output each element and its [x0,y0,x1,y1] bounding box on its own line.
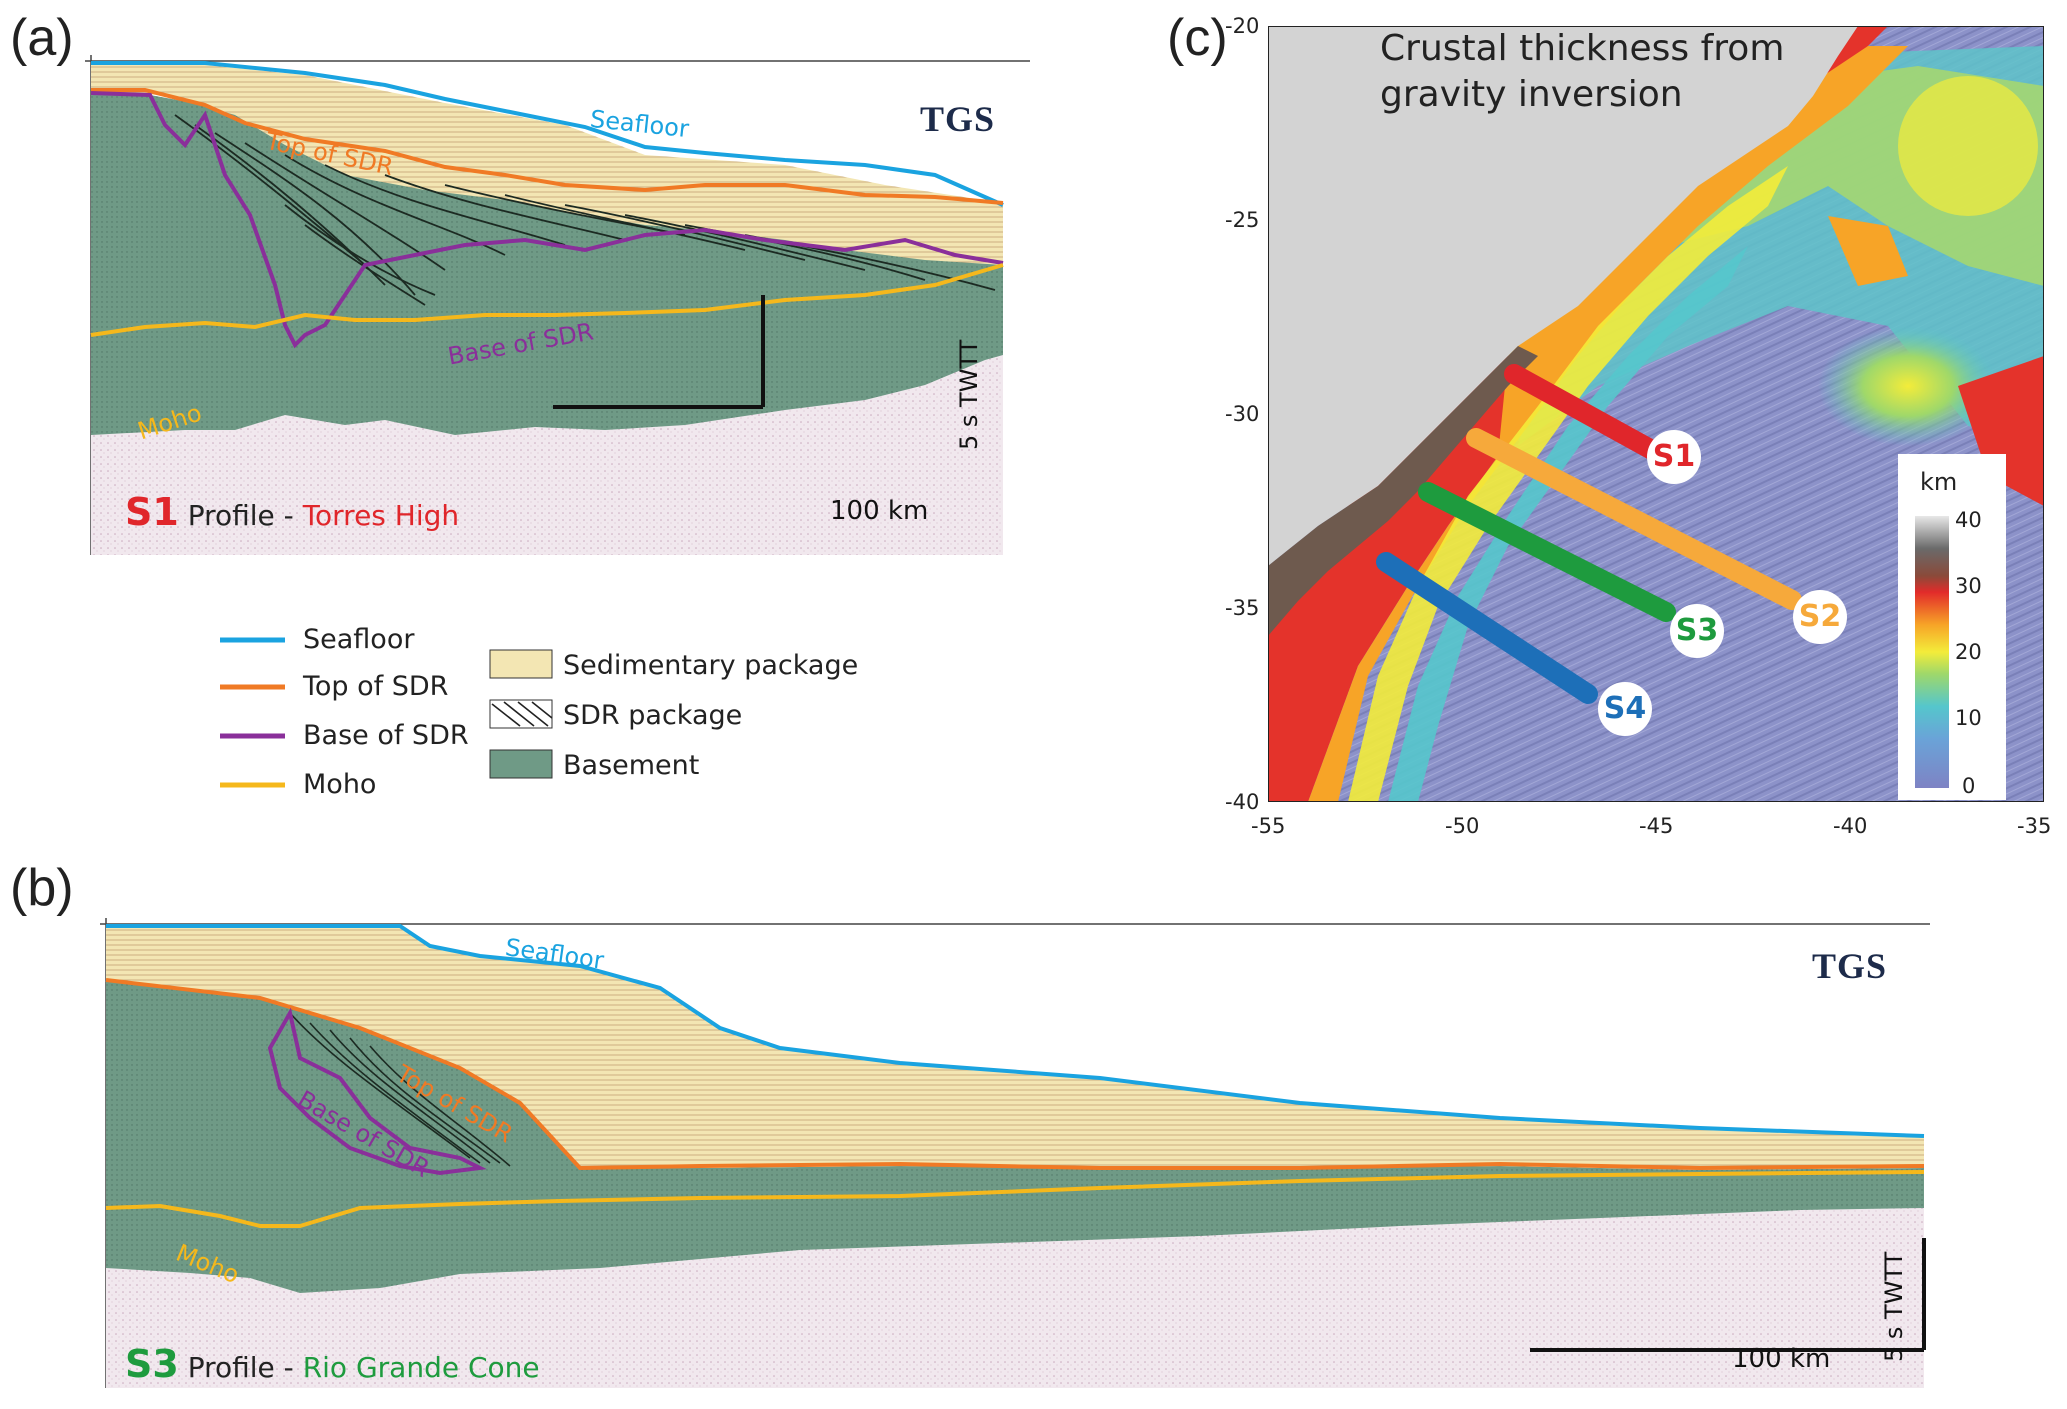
colorbar-tick-30: 30 [1955,574,1982,598]
crustal-thickness-map [1268,26,2044,802]
scale-v-a: 5 s TWTT [955,339,983,450]
y-tick-5: -40 [1225,790,1260,814]
line-s4 [1376,552,1598,704]
legend-sdr: SDR package [563,700,743,731]
scale-h-a: 100 km [830,496,929,526]
y-tick-1: -20 [1225,14,1260,38]
map-title-line1: Crustal thickness from [1380,28,1785,69]
profile-title-a: S1 Profile - Torres High [125,490,459,534]
x-tick-1: -55 [1251,814,1286,838]
colorbar-tick-40: 40 [1955,508,1982,532]
seismic-section-b [100,918,1930,1388]
colorbar-tick-10: 10 [1955,706,1982,730]
profile-sep-a: - [274,499,303,532]
x-tick-3: -45 [1639,814,1674,838]
legend-moho: Moho [303,769,377,800]
colorbar-unit: km [1920,468,1958,496]
legend-basement: Basement [563,750,700,781]
profile-sep-b: - [274,1351,303,1384]
seismic-section-a [85,55,1030,555]
profile-code-b: S3 [125,1342,179,1386]
line-s1 [1504,364,1662,460]
x-tick-4: -40 [1833,814,1868,838]
profile-word-a: Profile [187,499,275,532]
legend-sdr-hatch [491,701,553,727]
badge-s2: S2 [1793,590,1847,644]
profile-code-a: S1 [125,490,179,534]
panel-b-letter: (b) [10,859,74,917]
legend-sediment: Sedimentary package [563,650,859,681]
profile-word-b: Profile [187,1351,275,1384]
map-title: Crustal thickness from gravity inversion [1380,26,1784,118]
legend-seafloor: Seafloor [303,624,415,655]
tgs-logo-b: TGS [1812,946,1888,986]
legend-base-sdr: Base of SDR [303,720,469,751]
scale-h-b: 100 km [1732,1344,1831,1374]
profile-name-b: Rio Grande Cone [302,1351,540,1384]
x-tick-2: -50 [1445,814,1480,838]
y-tick-3: -30 [1225,402,1260,426]
badge-s3: S3 [1670,604,1724,658]
legend-basement-swatch [489,749,553,779]
badge-s4: S4 [1598,682,1652,736]
map-title-line2: gravity inversion [1380,74,1683,115]
panel-c-letter: (c) [1167,9,1228,67]
y-tick-2: -25 [1225,208,1260,232]
profile-name-a: Torres High [302,499,460,532]
line-s3 [1418,482,1676,622]
x-tick-5: -35 [2017,814,2052,838]
legend-sediment-swatch [489,649,553,679]
colorbar-ramp [1915,516,1949,788]
tgs-logo-a: TGS [920,99,996,139]
legend-top-sdr: Top of SDR [303,671,449,702]
panel-a-letter: (a) [10,9,74,67]
scale-v-b: 5 s TWTT [1880,1251,1908,1362]
badge-s1: S1 [1647,430,1701,484]
line-s2 [1466,428,1802,610]
y-tick-4: -35 [1225,596,1260,620]
profile-title-b: S3 Profile - Rio Grande Cone [125,1342,540,1386]
legend-swatches [220,637,553,788]
colorbar-tick-20: 20 [1955,640,1982,664]
colorbar-tick-0: 0 [1962,774,1976,798]
